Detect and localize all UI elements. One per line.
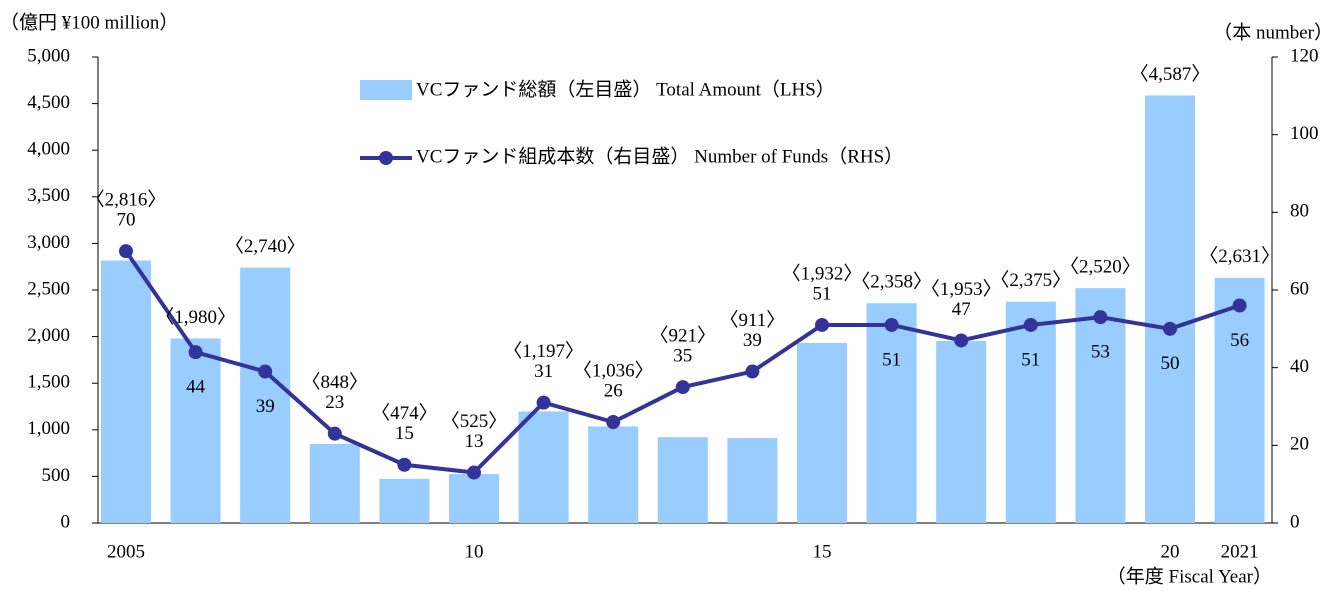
bar <box>101 260 151 523</box>
bar <box>1005 301 1056 523</box>
bar-value-label: 〈1,953〉 <box>921 278 1002 300</box>
y-tick-label: 1,000 <box>27 418 70 439</box>
y-tick-label: 3,000 <box>27 232 70 253</box>
y-tick-label: 5,000 <box>27 45 70 66</box>
y2-tick-label: 100 <box>1290 123 1319 144</box>
line-point <box>884 317 899 332</box>
y2-tick-label: 60 <box>1290 278 1309 299</box>
line-point <box>258 364 273 379</box>
y-axis-label: （億円 ¥100 million） <box>0 11 178 33</box>
legend-marker <box>379 151 393 165</box>
bar-value-label: 〈1,980〉 <box>155 306 236 328</box>
line-value-label: 51 <box>882 349 901 370</box>
line-point <box>1163 321 1177 336</box>
line-value-label: 39 <box>256 396 275 417</box>
line-point <box>397 457 412 472</box>
bar-value-label: 〈2,740〉 <box>225 235 306 257</box>
y2-tick-label: 120 <box>1290 45 1319 66</box>
x-axis-label: （年度 Fiscal Year） <box>1107 565 1272 587</box>
bar-value-label: 〈1,932〉 <box>782 262 863 284</box>
line-point <box>467 465 481 480</box>
bar-value-label: 〈525〉 <box>441 410 508 432</box>
line-point <box>1232 298 1247 313</box>
line-value-label: 31 <box>534 361 553 382</box>
line-value-label: 70 <box>117 210 136 231</box>
line-value-label: 56 <box>1230 330 1249 351</box>
line-point <box>675 380 690 395</box>
line-point <box>327 426 342 441</box>
line-value-label: 53 <box>1091 342 1110 363</box>
line-point <box>606 415 621 430</box>
y2-tick-label: 0 <box>1290 511 1300 532</box>
y-tick-label: 3,500 <box>27 185 70 206</box>
bar <box>379 478 430 523</box>
x-tick-label: 20 <box>1161 541 1180 562</box>
bar <box>518 411 569 523</box>
bar <box>170 338 221 523</box>
bar-value-label: 〈474〉 <box>371 402 438 424</box>
y2-tick-label: 20 <box>1290 434 1309 455</box>
y-tick-label: 4,500 <box>27 92 70 113</box>
bar-value-label: 〈1,197〉 <box>503 340 584 362</box>
bar-value-label: 〈921〉 <box>650 324 717 346</box>
legend-label: VCファンド組成本数（右目盛） Number of Funds（RHS） <box>416 145 903 167</box>
y-tick-label: 1,500 <box>27 372 70 393</box>
bar-value-label: 〈1,036〉 <box>573 359 654 381</box>
y2-axis-label: （本 number） <box>1213 21 1333 43</box>
line-value-label: 13 <box>465 431 484 452</box>
y2-tick-label: 80 <box>1290 201 1309 222</box>
x-tick-label: 2005 <box>107 541 145 562</box>
bar-value-label: 〈848〉 <box>302 371 369 393</box>
line-point <box>119 244 133 259</box>
line-value-label: 47 <box>952 299 971 320</box>
bar-value-label: 〈2,816〉 <box>86 189 167 211</box>
y-tick-label: 500 <box>42 465 71 486</box>
line-value-label: 15 <box>395 423 414 444</box>
line-point <box>954 333 969 348</box>
bar <box>1145 95 1195 523</box>
line-value-label: 50 <box>1161 353 1180 374</box>
line-value-label: 44 <box>186 376 206 397</box>
bar-value-label: 〈2,631〉 <box>1199 245 1280 267</box>
bar <box>588 426 639 523</box>
bar-value-label: 〈4,587〉 <box>1130 63 1211 85</box>
line-point <box>1093 310 1108 325</box>
bar-value-label: 〈2,375〉 <box>990 269 1071 291</box>
bar <box>240 267 291 523</box>
line-point <box>188 345 203 360</box>
line-value-label: 39 <box>743 330 762 351</box>
legend-label: VCファンド総額（左目盛） Total Amount（LHS） <box>416 78 835 100</box>
bar-value-label: 〈2,520〉 <box>1060 255 1141 277</box>
legend-swatch <box>360 80 412 100</box>
y-tick-label: 0 <box>61 511 71 532</box>
line-point <box>536 395 551 410</box>
bar <box>727 438 778 523</box>
line-value-label: 35 <box>673 345 692 366</box>
bar <box>657 437 708 523</box>
bar-value-label: 〈911〉 <box>720 309 786 331</box>
bar <box>1075 288 1126 523</box>
bar <box>449 474 499 523</box>
bar <box>309 443 360 523</box>
line-value-label: 26 <box>604 380 623 401</box>
bar <box>866 303 917 523</box>
bar-value-label: 〈2,358〉 <box>851 271 932 293</box>
y-tick-label: 4,000 <box>27 139 70 160</box>
line-point <box>745 364 760 379</box>
line-point <box>1023 317 1038 332</box>
x-tick-label: 15 <box>813 541 832 562</box>
line-value-label: 51 <box>813 283 832 304</box>
line-point <box>815 317 829 332</box>
x-tick-label: 2021 <box>1221 541 1259 562</box>
bar <box>936 340 987 523</box>
line-value-label: 23 <box>325 392 344 413</box>
bar <box>1214 277 1265 523</box>
line-value-label: 51 <box>1021 349 1040 370</box>
y2-tick-label: 40 <box>1290 356 1309 377</box>
y-tick-label: 2,000 <box>27 325 70 346</box>
x-tick-label: 10 <box>465 541 484 562</box>
bar <box>797 342 847 523</box>
y-tick-label: 2,500 <box>27 278 70 299</box>
